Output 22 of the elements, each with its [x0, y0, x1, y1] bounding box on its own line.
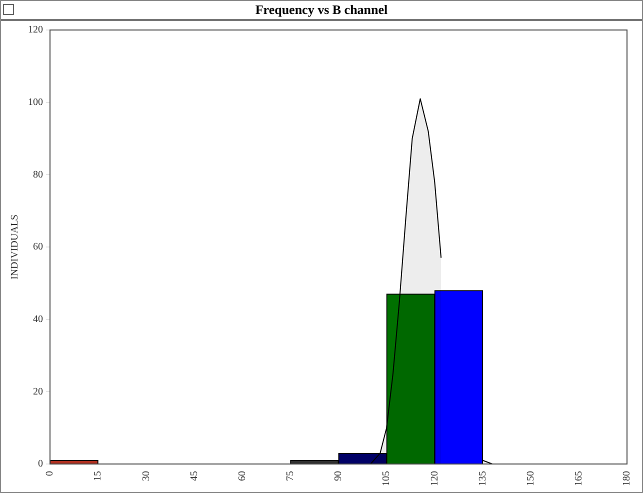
y-tick-label: 100: [28, 96, 43, 108]
x-tick-label: 105: [381, 471, 392, 486]
x-tick-label: 150: [525, 471, 536, 486]
y-tick-label: 20: [33, 386, 43, 398]
y-tick-label: 0: [38, 458, 43, 470]
x-tick-label: 0: [44, 471, 56, 476]
x-tick-label: 135: [477, 471, 488, 486]
x-tick-label: 15: [92, 471, 104, 481]
x-tick-label: 180: [622, 471, 633, 486]
y-tick-label: 80: [33, 169, 43, 180]
x-tick-label: 30: [140, 471, 152, 481]
x-tick-label: 75: [285, 471, 296, 481]
y-tick-label: 120: [28, 24, 43, 36]
x-tick-label: 60: [236, 471, 248, 481]
x-tick-label: 45: [188, 471, 200, 481]
x-tick-label: 120: [429, 471, 440, 486]
x-tick-label: 165: [574, 471, 585, 486]
y-tick-label: 60: [33, 242, 43, 253]
y-axis-title: INDIVIDUALS: [10, 214, 21, 280]
x-tick-label: 90: [333, 471, 344, 481]
y-tick-label: 40: [33, 314, 43, 325]
chart-title: Frequency vs B channel: [255, 2, 388, 17]
